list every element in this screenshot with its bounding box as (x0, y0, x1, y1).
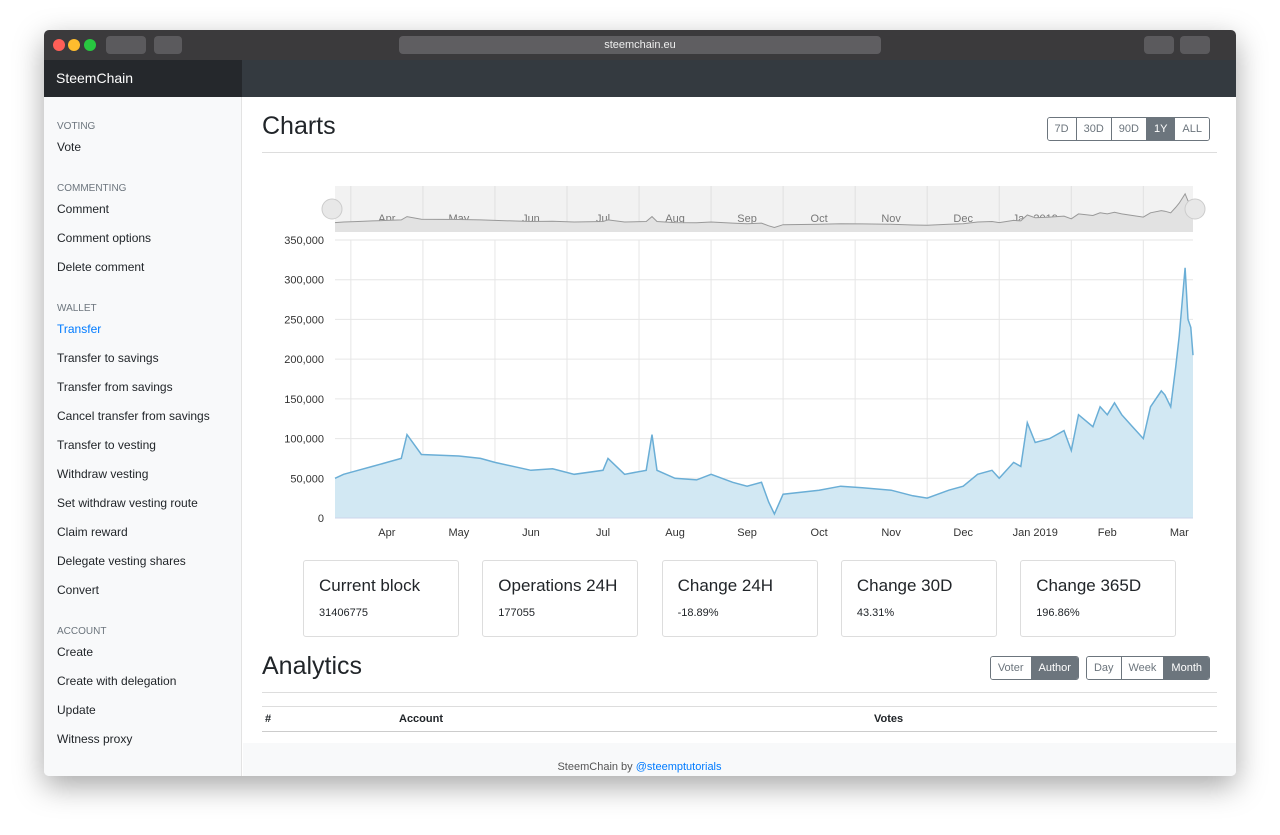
sidebar-link[interactable]: Transfer to vesting (57, 438, 156, 452)
toggle-button[interactable]: ALL (1174, 118, 1209, 140)
sidebar-link[interactable]: Create with delegation (57, 674, 177, 688)
stat-card: Operations 24H 177055 (482, 560, 639, 637)
sidebar-link[interactable]: Claim reward (57, 525, 128, 539)
divider (262, 692, 1217, 693)
sidebar-link[interactable]: Witness proxy (57, 732, 133, 746)
stat-value: 196.86% (1036, 607, 1080, 619)
charts-title: Charts (262, 112, 336, 140)
sidebar-link[interactable]: Transfer (57, 322, 102, 336)
sidebar-link[interactable]: Convert (57, 583, 100, 597)
column-header: # (265, 713, 272, 725)
sidebar: VOTING Vote COMMENTING Comment Comment optio… (44, 97, 242, 776)
back-forward[interactable] (106, 36, 146, 54)
footer-text: SteemChain by (557, 761, 633, 773)
sidebar-link[interactable]: Update (57, 703, 96, 717)
toggle-button[interactable]: Voter (990, 657, 1031, 679)
toggle-button[interactable]: Author (1030, 657, 1078, 679)
sidebar-link[interactable]: Comment options (57, 231, 152, 245)
sidebar-link[interactable]: Delegate vesting shares (57, 554, 186, 568)
minimize-button[interactable] (68, 39, 80, 51)
column-header: Votes (874, 713, 904, 725)
section-heading: COMMENTING (57, 183, 127, 194)
section-heading: ACCOUNT (57, 626, 107, 637)
share-button[interactable] (1144, 36, 1174, 54)
footer-link[interactable]: @steemptutorials (635, 761, 722, 773)
sidebar-link[interactable]: Delete comment (57, 260, 145, 274)
toggle-button[interactable]: Week (1120, 657, 1164, 679)
stat-card: Change 365D 196.86% (1020, 560, 1177, 637)
sidebar-link[interactable]: Withdraw vesting (57, 467, 149, 481)
stat-value: -18.89% (677, 607, 719, 619)
sidebar-link[interactable]: Transfer to savings (57, 351, 159, 365)
sidebar-link[interactable]: Create (57, 645, 94, 659)
sidebar-link[interactable]: Set withdraw vesting route (57, 496, 198, 510)
close-button[interactable] (53, 39, 65, 51)
toggle-button[interactable]: 90D (1110, 118, 1146, 140)
analytics-title: Analytics (262, 652, 363, 680)
toggle-button[interactable]: 30D (1075, 118, 1111, 140)
toggle-button[interactable]: 7D (1047, 118, 1076, 140)
section-heading: VOTING (57, 121, 96, 132)
browser-window: steemchain.eu SteemChain VOTING Vote COMME… (44, 30, 1236, 776)
sidebar-link[interactable]: Transfer from savings (57, 380, 173, 394)
column-header: Account (399, 713, 443, 725)
range-buttons: 7D 30D 90D 1Y ALL (1046, 117, 1210, 141)
section-heading: WALLET (57, 303, 97, 314)
mode-buttons: Voter Author (989, 656, 1079, 680)
navbar (44, 60, 1236, 97)
stat-title: Change 24H (677, 576, 774, 595)
analytics-controls: Voter Author Day Week Month (989, 656, 1210, 680)
stat-card: Change 30D 43.31% (840, 560, 997, 637)
sidebar-link[interactable]: Comment (57, 202, 110, 216)
sidebar-link[interactable]: Cancel transfer from savings (57, 409, 210, 423)
stat-value: 177055 (498, 607, 536, 619)
sidebar-toggle[interactable] (154, 36, 182, 54)
toggle-button[interactable]: Day (1086, 657, 1121, 679)
tabs-button[interactable] (1180, 36, 1210, 54)
stat-title: Current block (319, 576, 421, 595)
brand[interactable]: SteemChain (44, 60, 242, 97)
stat-value: 31406775 (319, 607, 368, 619)
footer: SteemChain by @steemptutorials (243, 743, 1236, 776)
stat-card: Current block 31406775 (303, 560, 459, 637)
table-header (262, 706, 1217, 732)
period-buttons: Day Week Month (1085, 656, 1210, 680)
toggle-button[interactable]: Month (1163, 657, 1209, 679)
stat-title: Operations 24H (498, 576, 618, 595)
address-bar[interactable]: steemchain.eu (399, 36, 881, 54)
sidebar-link[interactable]: Vote (57, 140, 82, 154)
stat-title: Change 30D (856, 576, 953, 595)
stat-card: Change 24H -18.89% (661, 560, 818, 637)
zoom-button[interactable] (84, 39, 96, 51)
stat-value: 43.31% (856, 607, 895, 619)
toggle-button[interactable]: 1Y (1145, 118, 1175, 140)
stat-title: Change 365D (1036, 576, 1142, 595)
divider (262, 152, 1217, 153)
title-bar: steemchain.eu (44, 30, 1236, 60)
